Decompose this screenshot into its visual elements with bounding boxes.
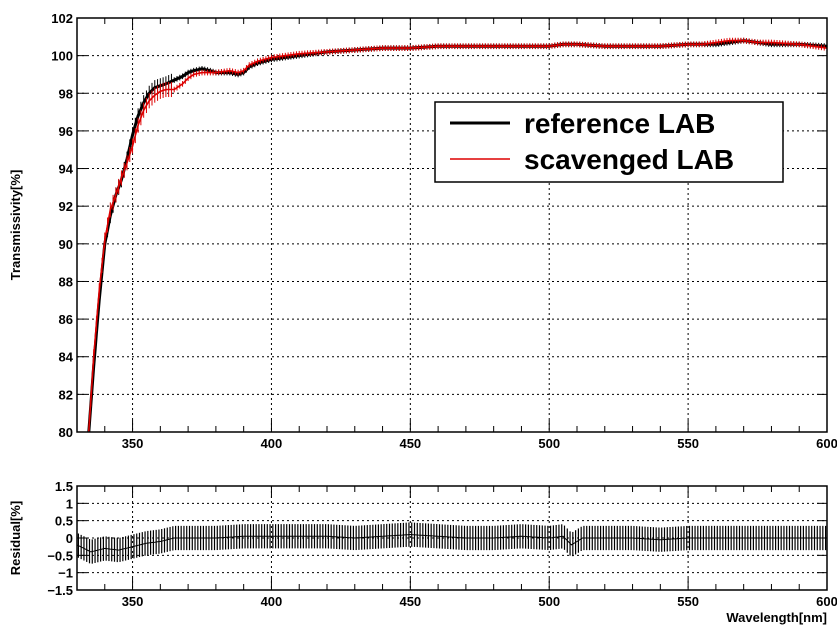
y-tick-label: 86 xyxy=(59,312,73,327)
series-residual xyxy=(77,522,827,564)
y-tick-label: 1.5 xyxy=(55,479,73,494)
residual-line xyxy=(77,533,827,553)
y-tick-label: 94 xyxy=(59,162,74,177)
y-tick-label: 84 xyxy=(59,350,74,365)
y-tick-label: 0.5 xyxy=(55,514,73,529)
x-axis-title: Wavelength[nm] xyxy=(726,610,827,625)
y-tick-label: −1.5 xyxy=(47,583,73,598)
y-axis-title: Transmissivity[%] xyxy=(8,170,23,281)
y-tick-label: 102 xyxy=(51,11,73,26)
y-tick-label: 100 xyxy=(51,49,73,64)
y-tick-label: −0.5 xyxy=(47,548,73,563)
y-tick-label: 1 xyxy=(66,496,73,511)
x-tick-label: 400 xyxy=(261,594,283,609)
x-tick-label: 350 xyxy=(122,594,144,609)
plot-area xyxy=(87,37,827,432)
plot-frame xyxy=(76,17,828,433)
y-tick-label: 88 xyxy=(59,274,73,289)
x-tick-label: 500 xyxy=(538,436,560,451)
x-tick-label: 550 xyxy=(677,436,699,451)
x-tick-label: 400 xyxy=(261,436,283,451)
y-tick-label: 96 xyxy=(59,124,73,139)
x-tick-label: 500 xyxy=(538,594,560,609)
legend-box xyxy=(434,101,784,183)
y-tick-label: 90 xyxy=(59,237,73,252)
y-axis-title: Residual[%] xyxy=(8,501,23,575)
legend-label: scavenged LAB xyxy=(524,144,734,175)
transmissivity-panel: 350 400 450 500 550 600 80 82 84 86 88 90 92 94 96 98 10… xyxy=(8,11,837,451)
x-tick-label: 450 xyxy=(399,594,421,609)
legend: reference LAB scavenged LAB xyxy=(434,101,784,183)
legend-label: reference LAB xyxy=(524,108,715,139)
x-tick-label: 450 xyxy=(399,436,421,451)
y-tick-label: 80 xyxy=(59,425,73,440)
y-tick-label: 0 xyxy=(66,531,73,546)
x-tick-label: 550 xyxy=(677,594,699,609)
series-line xyxy=(87,39,827,432)
x-tick-label: 600 xyxy=(816,436,837,451)
series-line xyxy=(87,39,827,432)
x-tick-label: 350 xyxy=(122,436,144,451)
plot-area xyxy=(77,522,827,564)
y-tick-label: −1 xyxy=(58,566,73,581)
y-tick-label: 98 xyxy=(59,86,73,101)
series-scavenged-lab xyxy=(87,37,827,432)
plot-frame xyxy=(76,485,828,591)
residual-panel: 350 400 450 500 550 600 −1.5 −1 −0.5 0 0.5 1 1.5 Resi… xyxy=(8,479,837,625)
x-tick-label: 600 xyxy=(816,594,837,609)
y-tick-label: 82 xyxy=(59,387,73,402)
y-tick-label: 92 xyxy=(59,199,73,214)
